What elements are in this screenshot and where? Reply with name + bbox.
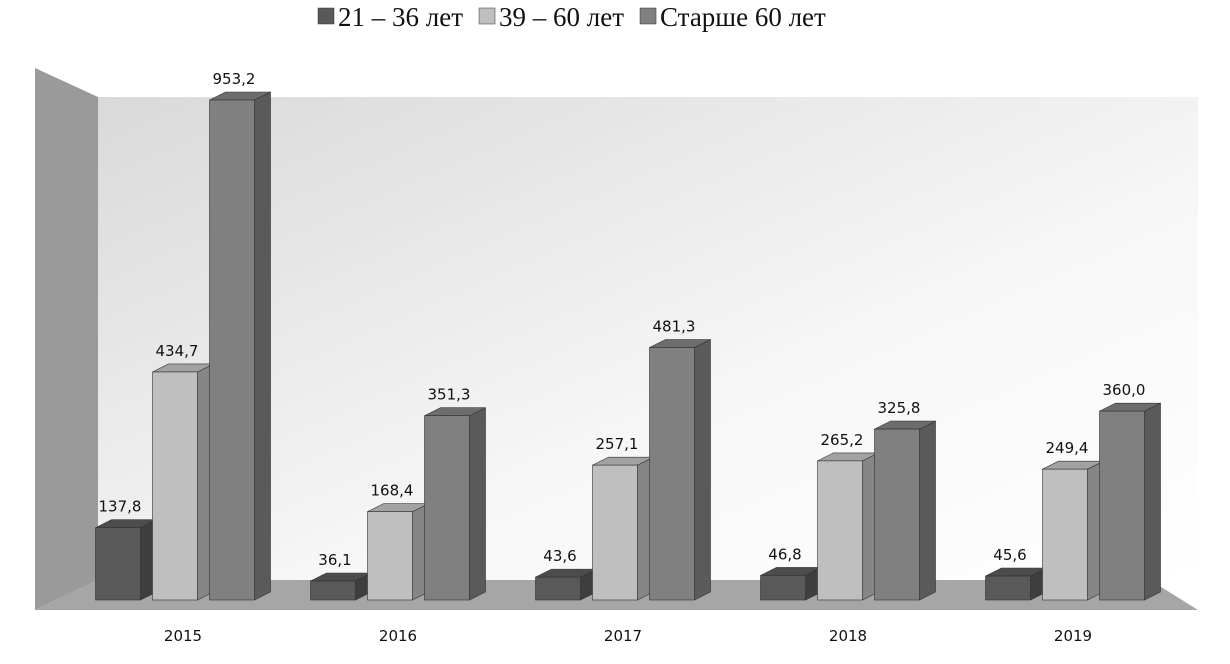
legend-label: 21 – 36 лет [338, 2, 463, 32]
data-label: 45,6 [993, 546, 1026, 564]
x-tick-label: 2017 [604, 627, 642, 645]
bar-side [919, 420, 936, 601]
legend-swatch [317, 7, 335, 25]
bar [310, 580, 356, 601]
legend-swatch [639, 7, 657, 25]
bar [592, 464, 638, 601]
data-label: 46,8 [768, 545, 801, 563]
legend-label: 39 – 60 лет [499, 2, 624, 32]
data-label: 481,3 [653, 318, 696, 336]
side-wall [35, 68, 98, 610]
x-tick-label: 2018 [829, 627, 867, 645]
bar [874, 428, 920, 601]
data-label: 257,1 [596, 435, 639, 453]
data-label: 360,0 [1103, 381, 1146, 399]
bar [209, 99, 255, 601]
legend-swatch [478, 7, 496, 25]
x-tick-label: 2015 [164, 627, 202, 645]
data-label: 351,3 [428, 386, 471, 404]
bar-side [254, 91, 271, 601]
x-tick-label: 2019 [1054, 627, 1092, 645]
data-label: 137,8 [99, 498, 142, 516]
bar [535, 576, 581, 601]
bar [424, 415, 470, 601]
x-tick-label: 2016 [379, 627, 417, 645]
data-label: 325,8 [878, 399, 921, 417]
bar [985, 575, 1031, 601]
bar [760, 575, 806, 601]
bar [95, 527, 141, 601]
bar [1099, 410, 1145, 601]
data-label: 36,1 [318, 551, 351, 569]
bar [1042, 468, 1088, 601]
bar-side [469, 407, 486, 601]
bar-side [1144, 402, 1161, 601]
bar [367, 511, 413, 601]
legend-label: Старше 60 лет [660, 2, 826, 32]
bar-side [694, 339, 711, 601]
data-label: 953,2 [213, 70, 256, 88]
bar [817, 460, 863, 601]
bar [649, 347, 695, 601]
data-label: 43,6 [543, 547, 576, 565]
data-label: 249,4 [1046, 439, 1089, 457]
bar [152, 371, 198, 601]
data-label: 168,4 [371, 482, 414, 500]
data-label: 265,2 [821, 431, 864, 449]
data-label: 434,7 [156, 342, 199, 360]
